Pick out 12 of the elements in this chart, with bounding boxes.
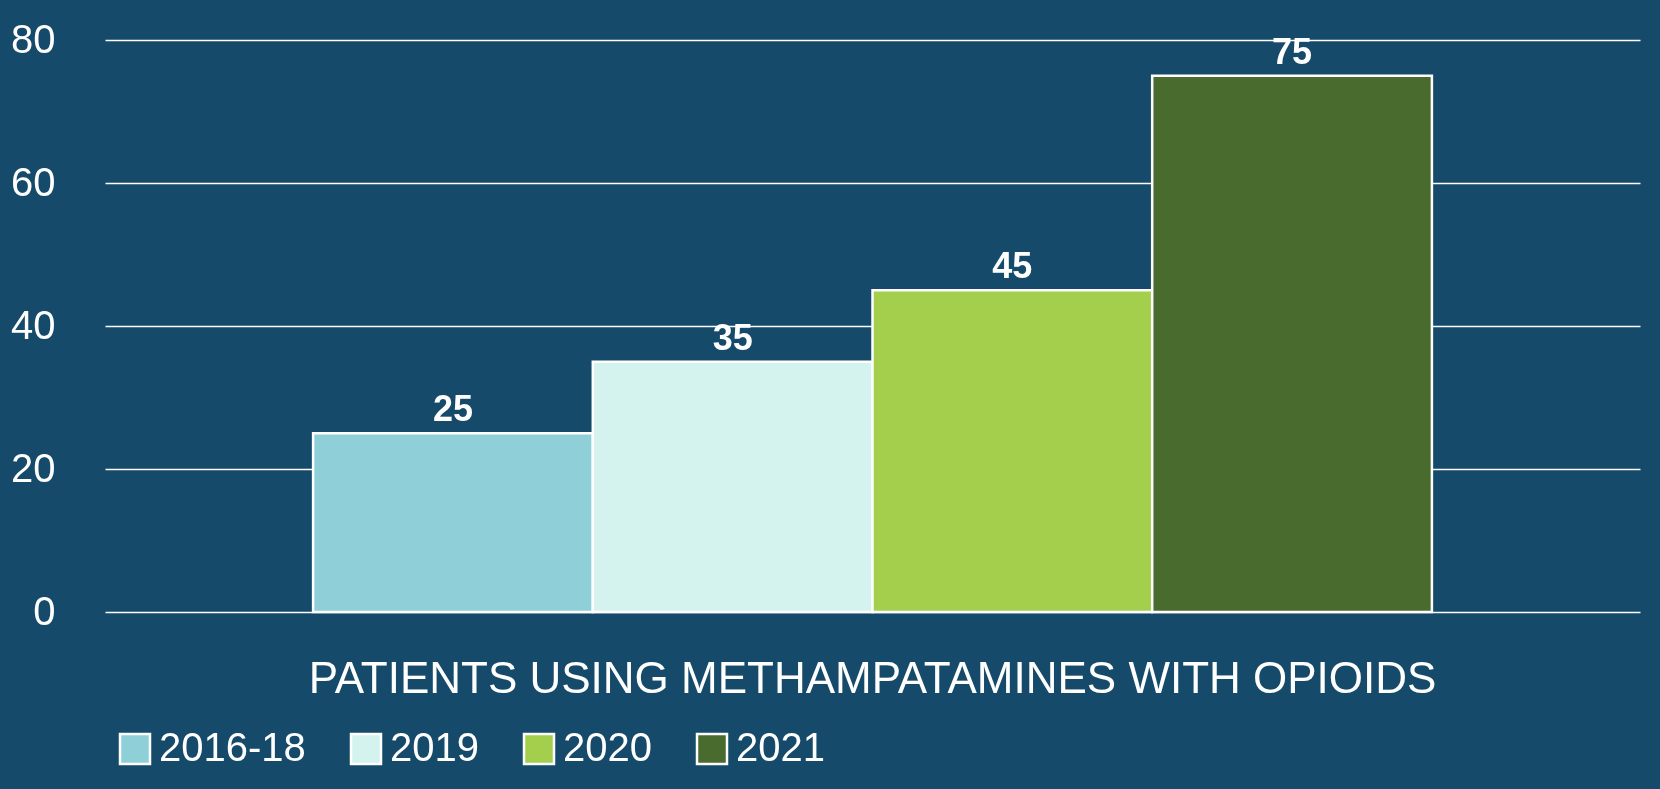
y-tick-label: 20 bbox=[11, 445, 56, 490]
legend-label: 2020 bbox=[563, 725, 652, 769]
legend-label: 2021 bbox=[736, 725, 825, 769]
legend-label: 2019 bbox=[390, 725, 479, 769]
x-tick-label: PATIENTS USING METHAMPATAMINES WITH OPIOIDS bbox=[308, 652, 1437, 702]
legend-label: 2016-18 bbox=[159, 725, 306, 769]
data-label: 45 bbox=[992, 245, 1033, 287]
y-tick-label: 0 bbox=[33, 588, 56, 633]
y-tick-label: 40 bbox=[11, 302, 56, 347]
y-tick-label: 60 bbox=[11, 159, 56, 204]
y-tick-label: 80 bbox=[11, 16, 56, 61]
data-label: 25 bbox=[432, 388, 473, 430]
